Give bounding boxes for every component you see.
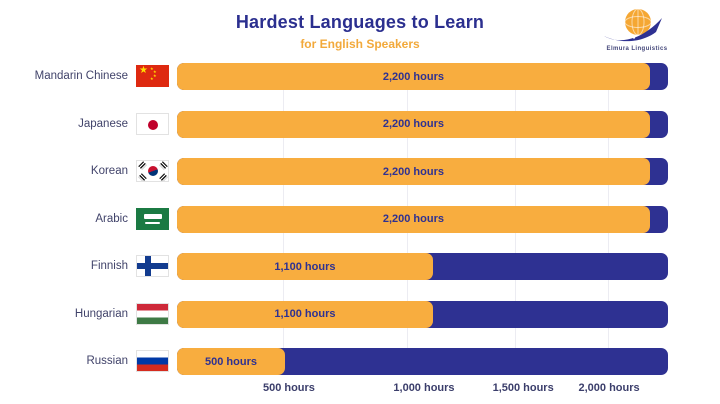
bar-fill: 1,100 hours	[177, 253, 433, 280]
bar-row-russia: Russian 500 hours	[0, 348, 720, 375]
bar-track: 2,200 hours	[177, 110, 668, 138]
bar-value-label: 2,200 hours	[382, 118, 444, 130]
x-axis-tick-label: 1,500 hours	[492, 382, 554, 394]
language-label: Arabic	[95, 212, 128, 225]
bar-value-label: 1,100 hours	[274, 260, 336, 273]
saudi-arabia-flag-icon	[136, 207, 169, 230]
language-label: Finnish	[90, 260, 128, 272]
bar-track: 2,200 hours	[177, 158, 668, 185]
bar-fill: 2,200 hours	[177, 205, 650, 233]
bar-track: 2,200 hours	[177, 63, 668, 90]
logo: Elmura Linguistics	[592, 6, 682, 56]
x-axis-tick-label: 2,000 hours	[578, 382, 640, 394]
globe-swoosh-icon	[604, 8, 662, 42]
language-label: Korean	[90, 165, 128, 177]
logo-text: Elmura Linguistics	[606, 46, 668, 52]
bar-row-finland: Finnish 1,100 hours	[0, 253, 720, 280]
page-title: Hardest Languages to Learn	[235, 12, 485, 32]
language-label: Hungarian	[74, 307, 128, 320]
finland-flag-icon	[136, 255, 169, 277]
language-label: Mandarin Chinese	[34, 70, 128, 82]
bar-fill: 2,200 hours	[177, 158, 650, 185]
bar-value-label: 1,100 hours	[274, 308, 336, 320]
bar-row-korea: Korean 2,200 hours	[0, 158, 720, 185]
language-label: Russian	[86, 355, 128, 367]
bar-row-hungary: Hungarian 1,100 hours	[0, 300, 720, 328]
x-axis-tick-label: 500 hours	[262, 382, 315, 394]
bar-fill: 2,200 hours	[177, 63, 650, 90]
south-korea-flag-icon	[136, 160, 169, 182]
bar-value-label: 2,200 hours	[382, 213, 444, 225]
bar-row-saudi: Arabic 2,200 hours	[0, 205, 720, 233]
bar-row-china: Mandarin Chinese ★ ★ ★ ★ ★ 2,200 hours	[0, 63, 720, 90]
chart-subtitle: for English Speakers	[300, 37, 420, 51]
x-axis-tick-label: 1,000 hours	[393, 382, 455, 394]
bar-value-label: 2,200 hours	[382, 70, 444, 83]
japan-flag-icon	[136, 112, 169, 135]
bar-value-label: 2,200 hours	[382, 165, 444, 178]
bar-track: 2,200 hours	[177, 205, 668, 233]
language-label: Japanese	[78, 117, 128, 130]
bar-track: 500 hours	[177, 348, 668, 375]
china-flag-icon: ★ ★ ★ ★ ★	[136, 65, 169, 87]
bar-value-label: 500 hours	[205, 355, 257, 368]
bar-fill: 2,200 hours	[177, 110, 650, 138]
bar-track: 1,100 hours	[177, 253, 668, 280]
hungary-flag-icon	[136, 302, 169, 325]
bar-fill: 500 hours	[177, 348, 286, 375]
russia-flag-icon	[136, 350, 169, 372]
bar-fill: 1,100 hours	[177, 300, 433, 328]
star-glyph: ★	[139, 65, 148, 76]
bar-row-japan: Japanese 2,200 hours	[0, 110, 720, 138]
bar-track: 1,100 hours	[177, 300, 668, 328]
